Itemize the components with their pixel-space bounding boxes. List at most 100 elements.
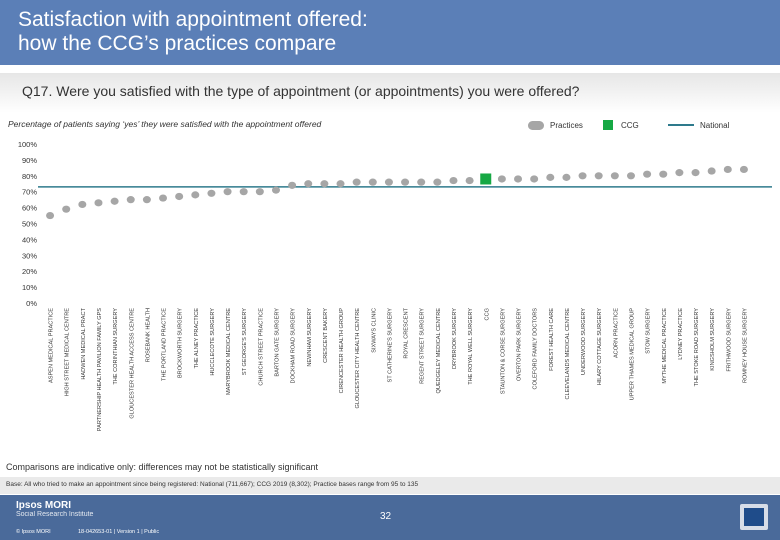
y-tick-label: 40% (22, 235, 37, 244)
x-category-label: THE ROYAL WELL SURGERY (468, 308, 474, 385)
header-bar: Satisfaction with appointment offered: h… (0, 0, 780, 65)
institute-name: Social Research Institute (16, 511, 94, 518)
practice-point (691, 169, 700, 177)
x-category-label: GLOUCESTER HEALTH ACCESS CENTRE (129, 308, 135, 419)
practice-point (175, 192, 184, 201)
x-category-label: ST CATHERINE'S SURGERY (387, 308, 393, 383)
practice-point (449, 176, 458, 185)
legend-national: National (668, 119, 729, 131)
practice-point (610, 172, 619, 180)
copyright-text: © Ipsos MORI (16, 529, 51, 535)
practice-point (433, 178, 442, 186)
practice-point (514, 175, 523, 183)
scatter-chart: 0% 10% 20% 30% 40% 50% 60% 70% 80% 90% 100% ASPEN M… (18, 140, 772, 431)
comparison-note: Comparisons are indicative only: differe… (6, 462, 318, 472)
x-category-label: GLOUCESTER CITY HEALTH CENTRE (355, 308, 361, 409)
y-tick-label: 30% (22, 251, 37, 260)
ipsos-logo: Ipsos MORI Social Research Institute (16, 501, 93, 519)
y-tick-label: 10% (22, 283, 37, 292)
x-category-label: REGENT STREET SURGERY (420, 308, 426, 384)
x-category-label: COLEFORD FAMILY DOCTORS (533, 308, 539, 390)
legend-ccg: CCG (603, 119, 639, 131)
practice-point (594, 172, 603, 180)
x-category-label: ACORN PRACTICE (613, 308, 619, 358)
practice-point (304, 180, 313, 188)
x-category-label: ASPEN MEDICAL PRACTICE (49, 308, 55, 383)
ccg-marker-icon (603, 120, 613, 130)
x-category-label: OVERTON PARK SURGERY (517, 308, 523, 381)
x-category-label: LYDNEY PRACTICE (678, 308, 684, 360)
x-category-label: SIXWAYS CLINIC (371, 308, 377, 353)
practice-point (465, 176, 474, 185)
practice-point (255, 188, 264, 196)
practice-point (723, 165, 732, 174)
y-tick-label: 20% (22, 267, 37, 276)
practice-point (546, 173, 555, 181)
legend-ccg-label: CCG (621, 120, 639, 130)
practice-point (320, 180, 329, 188)
y-tick-label: 80% (22, 172, 37, 181)
practice-point (739, 165, 748, 174)
y-tick-label: 100% (18, 140, 38, 149)
chart-subtitle: Percentage of patients saying ‘yes’ they… (8, 119, 322, 129)
x-category-label: HILARY COTTAGE SURGERY (597, 308, 603, 386)
practice-marker-icon (528, 120, 544, 130)
x-category-label: THE PORTLAND PRACTICE (162, 308, 168, 381)
y-tick-label: 70% (22, 188, 37, 197)
x-category-label: THE CORINTHIAN SURGERY (113, 308, 119, 385)
page-number: 32 (380, 511, 392, 522)
x-category-label: FRITHWOOD SURGERY (726, 308, 732, 372)
base-text: Base: All who tried to make an appointme… (0, 477, 780, 494)
title-line-2: how the CCG’s practices compare (18, 32, 337, 55)
x-category-label: HIGH STREET MEDICAL CENTRE (65, 308, 71, 397)
practice-point (530, 175, 539, 183)
x-category-label: MYTHE MEDICAL PRACTICE (662, 308, 668, 384)
practice-point (271, 186, 280, 194)
x-category-label: CLEEVELANDS MEDICAL CENTRE (565, 308, 571, 400)
legend-practices-label: Practices (550, 120, 583, 130)
x-category-label: NEWNHAM SURGERY (307, 308, 313, 367)
brand-name: Ipsos MORI (16, 500, 72, 511)
practice-point (643, 170, 652, 178)
practice-point (384, 178, 393, 186)
practice-point (626, 172, 635, 180)
practice-point (659, 170, 668, 178)
practice-point (578, 172, 587, 180)
x-category-label: ST GEORGE'S SURGERY (242, 308, 248, 375)
x-category-label: KINGSHOLM SURGERY (710, 308, 716, 371)
practice-point (497, 175, 506, 183)
page-title: Satisfaction with appointment offered: h… (18, 8, 718, 56)
x-category-label: BARTON GATE SURGERY (274, 308, 280, 377)
x-category-label: UPPER THAMES MEDICAL GROUP (629, 308, 635, 401)
footer-bar: Ipsos MORI Social Research Institute © I… (0, 495, 780, 540)
x-category-label: ROYAL CRESCENT (404, 307, 410, 358)
y-tick-label: 90% (22, 156, 37, 165)
practice-point (336, 180, 345, 188)
x-category-label: THE STOKE ROAD SURGERY (694, 308, 700, 387)
x-category-label: UNDERWOOD SURGERY (581, 308, 587, 375)
practice-point (159, 194, 168, 202)
x-category-label: MARYBROOK MEDICAL CENTRE (226, 308, 232, 395)
x-category-label: CRESCENT BAKERY (323, 308, 329, 363)
practice-point (46, 211, 55, 220)
practice-point (707, 167, 716, 175)
x-category-label: STOW SURGERY (646, 308, 652, 354)
practice-point (191, 191, 200, 199)
job-number: 18-042653-01 | Version 1 | Public (78, 529, 160, 535)
y-tick-label: 60% (22, 204, 37, 213)
national-line-icon (668, 124, 694, 126)
practice-point (62, 205, 71, 213)
practice-point (562, 173, 571, 181)
x-category-label: ROSEBANK HEALTH (145, 308, 151, 362)
practice-point (368, 178, 377, 186)
practice-point (401, 178, 410, 186)
practice-point (126, 196, 135, 204)
x-category-label: HUCCLECOTE SURGERY (210, 308, 216, 376)
ipsos-corner-logo-icon (740, 504, 768, 530)
question-text: Q17. Were you satisfied with the type of… (22, 83, 580, 99)
practice-point (78, 200, 87, 209)
x-category-label: CCG (484, 308, 490, 320)
x-category-label: FOREST HEALTH CARE (549, 308, 555, 371)
practice-point (207, 189, 216, 197)
practice-point (223, 188, 232, 196)
